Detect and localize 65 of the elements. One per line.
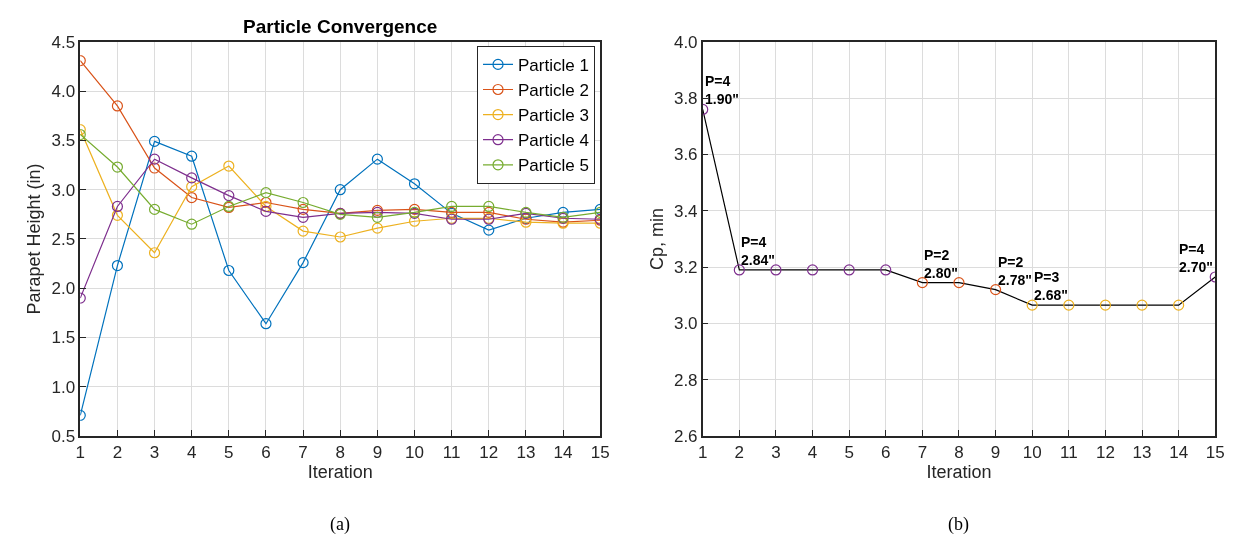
x-axis-title: Iteration (307, 462, 373, 483)
annotation: P=4 2.84" (741, 234, 775, 269)
x-tick-label: 6 (261, 443, 271, 463)
x-tick-label: 13 (516, 443, 536, 463)
x-tick-label: 14 (1169, 443, 1189, 463)
y-tick-label: 1.0 (51, 377, 76, 397)
x-tick-label: 11 (442, 443, 461, 463)
x-tick-label: 15 (590, 443, 610, 463)
x-tick-label: 15 (1205, 443, 1225, 463)
x-tick-label: 6 (881, 443, 891, 463)
y-tick-label: 3.6 (673, 145, 698, 165)
y-tick-label: 2.8 (673, 370, 698, 390)
legend-label: Particle 1 (518, 56, 589, 76)
y-tick-label: 4.0 (673, 32, 698, 52)
x-tick-label: 12 (479, 443, 499, 463)
legend-label: Particle 3 (518, 106, 589, 126)
x-tick-label: 9 (372, 443, 383, 463)
y-tick-label: 0.5 (51, 427, 76, 446)
text: (a) (330, 514, 350, 535)
y-tick-label: 2.5 (51, 229, 76, 249)
annotation: P=4 1.90" (705, 73, 739, 108)
y-tick-label: 3.0 (673, 314, 698, 334)
x-tick-label: 10 (1022, 443, 1042, 463)
annotation: P=4 2.70" (1179, 241, 1213, 276)
y-tick-label: 2.0 (51, 279, 76, 299)
x-axis-title: Iteration (926, 462, 992, 483)
x-tick-label: 7 (298, 443, 308, 463)
x-tick-label: 1 (75, 443, 86, 463)
x-tick-label: 5 (844, 443, 854, 463)
annotation: P=2 2.80" (924, 247, 958, 282)
y-axis-title: Cp, min (646, 207, 667, 270)
y-tick-label: 2.6 (673, 427, 698, 446)
x-tick-label: 8 (954, 443, 964, 463)
y-tick-label: 3.8 (673, 89, 698, 109)
y-axis-title: Parapet Height (in) (24, 163, 45, 315)
x-tick-label: 1 (697, 443, 708, 463)
x-tick-label: 5 (224, 443, 234, 463)
x-tick-label: 3 (149, 443, 160, 463)
chart-title: Particle Convergence (243, 16, 438, 37)
x-tick-label: 9 (990, 443, 1001, 463)
annotation: P=3 2.68" (1034, 269, 1068, 304)
y-tick-label: 3.0 (51, 180, 76, 200)
y-tick-label: 1.5 (51, 328, 76, 348)
x-tick-label: 3 (771, 443, 781, 463)
y-tick-label: 3.5 (51, 131, 76, 151)
x-tick-label: 10 (405, 443, 424, 463)
x-tick-label: 12 (1095, 443, 1115, 463)
legend-label: Particle 4 (518, 131, 589, 151)
x-tick-label: 14 (553, 443, 573, 463)
y-tick-label: 3.4 (673, 201, 698, 221)
x-tick-label: 2 (734, 443, 745, 463)
legend-label: Particle 2 (518, 81, 589, 101)
x-tick-label: 2 (112, 443, 123, 463)
legend-label: Particle 5 (518, 156, 589, 176)
x-tick-label: 4 (807, 443, 818, 463)
x-tick-label: 11 (1059, 443, 1078, 463)
y-tick-label: 3.2 (673, 258, 698, 278)
y-tick-label: 4.5 (51, 32, 76, 52)
y-tick-label: 4.0 (51, 82, 76, 102)
x-tick-label: 7 (917, 443, 928, 463)
x-tick-label: 4 (186, 443, 197, 463)
annotation: P=2 2.78" (998, 254, 1032, 289)
x-tick-label: 8 (335, 443, 345, 463)
x-tick-label: 13 (1132, 443, 1152, 463)
text: (b) (948, 514, 969, 535)
